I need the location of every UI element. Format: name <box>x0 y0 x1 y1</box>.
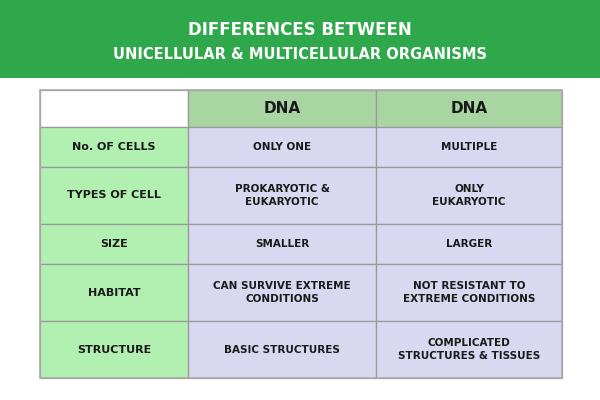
FancyBboxPatch shape <box>40 90 188 126</box>
FancyBboxPatch shape <box>376 126 562 167</box>
FancyBboxPatch shape <box>40 126 188 167</box>
FancyBboxPatch shape <box>40 224 188 264</box>
Text: NOT RESISTANT TO
EXTREME CONDITIONS: NOT RESISTANT TO EXTREME CONDITIONS <box>403 281 535 304</box>
Text: DNA: DNA <box>263 101 301 116</box>
Text: BASIC STRUCTURES: BASIC STRUCTURES <box>224 345 340 355</box>
Text: ONLY ONE: ONLY ONE <box>253 142 311 152</box>
Text: ONLY
EUKARYOTIC: ONLY EUKARYOTIC <box>432 184 506 207</box>
Text: COMPLICATED
STRUCTURES & TISSUES: COMPLICATED STRUCTURES & TISSUES <box>398 338 540 361</box>
Text: STRUCTURE: STRUCTURE <box>77 345 151 355</box>
Text: CAN SURVIVE EXTREME
CONDITIONS: CAN SURVIVE EXTREME CONDITIONS <box>213 281 351 304</box>
Text: LARGER: LARGER <box>446 239 492 249</box>
FancyBboxPatch shape <box>188 90 376 126</box>
FancyBboxPatch shape <box>376 90 562 126</box>
FancyBboxPatch shape <box>188 167 376 224</box>
FancyBboxPatch shape <box>376 224 562 264</box>
Text: DNA: DNA <box>451 101 488 116</box>
Text: MULTIPLE: MULTIPLE <box>441 142 497 152</box>
FancyBboxPatch shape <box>188 224 376 264</box>
FancyBboxPatch shape <box>188 126 376 167</box>
FancyBboxPatch shape <box>40 167 188 224</box>
Text: PROKARYOTIC &
EUKARYOTIC: PROKARYOTIC & EUKARYOTIC <box>235 184 329 207</box>
Text: DIFFERENCES BETWEEN: DIFFERENCES BETWEEN <box>188 21 412 39</box>
Text: HABITAT: HABITAT <box>88 288 140 298</box>
Text: No. OF CELLS: No. OF CELLS <box>72 142 156 152</box>
Text: TYPES OF CELL: TYPES OF CELL <box>67 190 161 200</box>
FancyBboxPatch shape <box>188 321 376 378</box>
FancyBboxPatch shape <box>376 264 562 321</box>
Text: UNICELLULAR & MULTICELLULAR ORGANISMS: UNICELLULAR & MULTICELLULAR ORGANISMS <box>113 47 487 62</box>
Text: SMALLER: SMALLER <box>255 239 309 249</box>
FancyBboxPatch shape <box>376 321 562 378</box>
FancyBboxPatch shape <box>0 0 600 78</box>
Text: SIZE: SIZE <box>100 239 128 249</box>
FancyBboxPatch shape <box>40 264 188 321</box>
FancyBboxPatch shape <box>376 167 562 224</box>
FancyBboxPatch shape <box>188 264 376 321</box>
FancyBboxPatch shape <box>40 321 188 378</box>
